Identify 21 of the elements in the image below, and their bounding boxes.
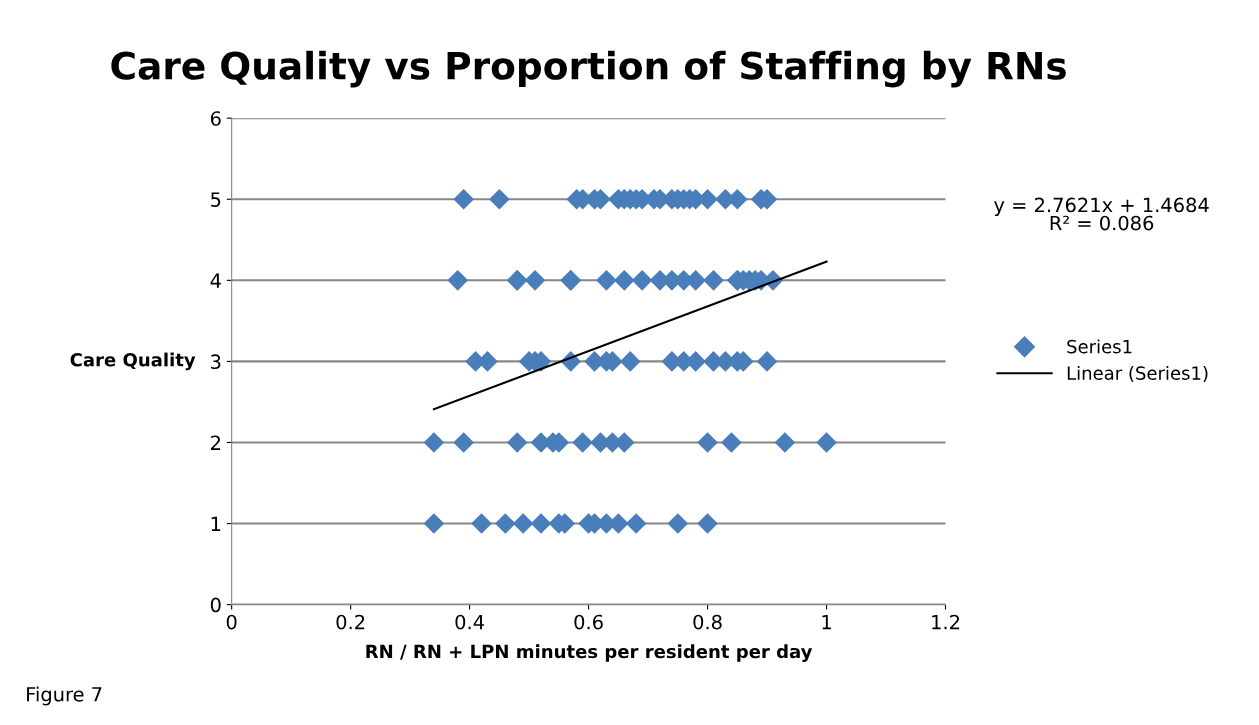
text: R² = 0.086 — [1050, 215, 1154, 231]
caption: Figure 7 — [27, 686, 102, 706]
legend-label: Linear (Series1) — [1067, 365, 1208, 383]
x-tick-label: 0.2 — [336, 614, 365, 630]
x-tick-label: 0.6 — [574, 614, 603, 630]
y-tick-label: 2 — [210, 435, 220, 450]
x-tick-label: 0.4 — [455, 614, 484, 630]
y-tick-label: 1 — [211, 516, 221, 531]
y-tick-label: 3 — [211, 354, 221, 370]
x-tick-label: 1 — [822, 614, 831, 630]
x-tick-label: 0.8 — [693, 614, 722, 630]
y-tick-label: 5 — [211, 192, 221, 207]
chart-title: Care Quality vs Proportion of Staffing by RNs — [111, 50, 1066, 88]
y-tick-label: 4 — [210, 273, 221, 288]
x-axis-title: RN / RN + LPN minutes per resident per day — [366, 644, 813, 662]
y-tick-label: 0 — [210, 597, 221, 613]
x-tick-label: 1.2 — [932, 614, 960, 630]
y-tick-label: 6 — [210, 111, 221, 126]
legend-label: Series1 — [1067, 339, 1132, 354]
x-tick-label: 0 — [226, 614, 237, 630]
y-axis-title: Care Quality — [70, 352, 196, 371]
